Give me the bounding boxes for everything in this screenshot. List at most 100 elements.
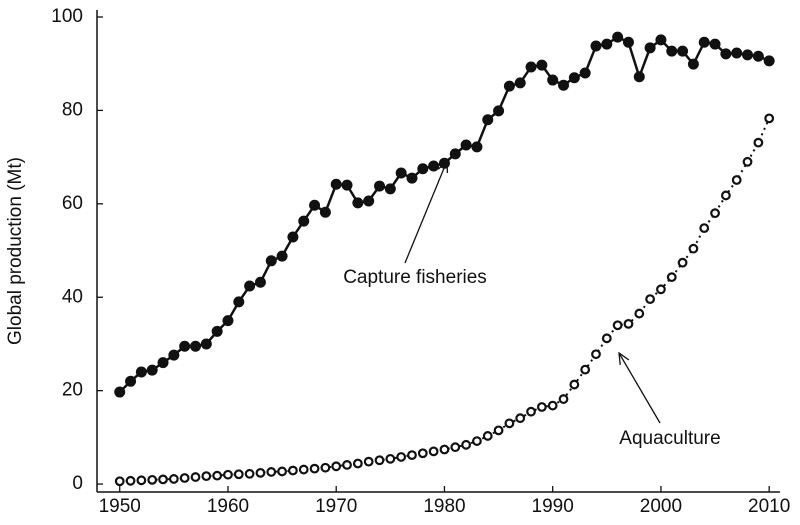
data-point [568,72,580,84]
data-point [644,42,656,54]
data-point [384,183,396,195]
data-point [407,450,417,461]
data-point [223,469,233,480]
data-point [645,294,656,305]
data-point [157,357,169,369]
annotation-arrow [619,353,661,424]
data-point [536,402,547,412]
data-point [352,197,364,209]
data-point [309,199,321,211]
data-point [731,47,743,59]
data-point [591,349,601,360]
data-point [168,349,180,361]
data-point [277,466,287,477]
data-point [742,156,753,167]
data-point [298,215,310,227]
data-point [363,195,375,207]
data-point [710,208,720,219]
data-point [222,315,234,327]
data-point [720,190,731,201]
x-tick-label: 1980 [423,496,465,517]
x-tick-label: 2010 [748,496,790,517]
data-point [428,160,440,172]
data-point [515,413,526,424]
data-point [374,455,385,466]
data-point [482,431,493,441]
data-point [677,45,689,57]
data-point [450,442,461,453]
data-point [319,206,331,218]
data-point [233,296,245,308]
data-point [742,49,754,61]
data-point [471,141,483,153]
data-point [493,105,505,117]
data-point [287,231,299,243]
data-point [341,179,353,191]
x-tick-label: 1990 [532,496,574,517]
annotation: Aquaculture [619,428,720,449]
data-point [622,36,634,48]
data-point [125,375,137,387]
data-point [655,34,667,46]
data-point [276,250,288,262]
data-point [406,172,418,184]
y-tick-label: 80 [62,99,83,120]
data-point [504,418,515,429]
data-point [146,364,158,376]
y-tick-label: 40 [62,286,83,307]
data-point [752,50,764,62]
data-point [569,379,580,390]
data-point [709,38,721,50]
data-point [189,340,201,352]
data-point [731,175,742,185]
data-point [764,113,775,124]
data-point [547,400,558,411]
data-point [699,223,710,234]
x-tick-label: 1970 [315,496,357,517]
data-point [547,74,559,86]
data-point [656,284,666,295]
data-point [623,318,634,329]
y-tick-label: 20 [62,380,83,401]
data-point [136,475,147,486]
data-point [698,36,710,48]
data-point [212,470,223,481]
x-tick-label: 2000 [640,496,682,517]
annotation-arrow [404,161,447,264]
data-point [753,137,764,148]
data-point [536,59,548,71]
data-point [255,467,266,478]
data-point [179,340,191,352]
data-point [233,469,244,480]
data-point [168,474,179,484]
data-point [385,453,396,464]
data-point [558,394,569,404]
data-point [211,325,223,337]
data-point [580,364,591,375]
data-point [612,31,624,43]
data-point [417,448,428,459]
data-point [417,163,429,175]
data-point [514,77,526,89]
data-point [147,474,158,485]
data-point [688,243,699,254]
data-point [438,157,450,169]
data-point [254,276,266,288]
data-point [634,308,645,319]
data-point [396,452,407,462]
data-point [677,257,688,268]
data-point [266,467,277,477]
data-point [461,439,472,450]
data-point [330,178,342,190]
x-tick-label: 1950 [99,496,141,517]
data-point [342,460,352,470]
data-point [125,475,136,486]
data-point [309,463,320,474]
data-point [395,167,407,179]
data-point [265,255,277,267]
data-point [525,61,537,73]
x-tick-label: 1960 [207,496,249,517]
data-point [493,425,504,436]
series-line [119,117,771,483]
